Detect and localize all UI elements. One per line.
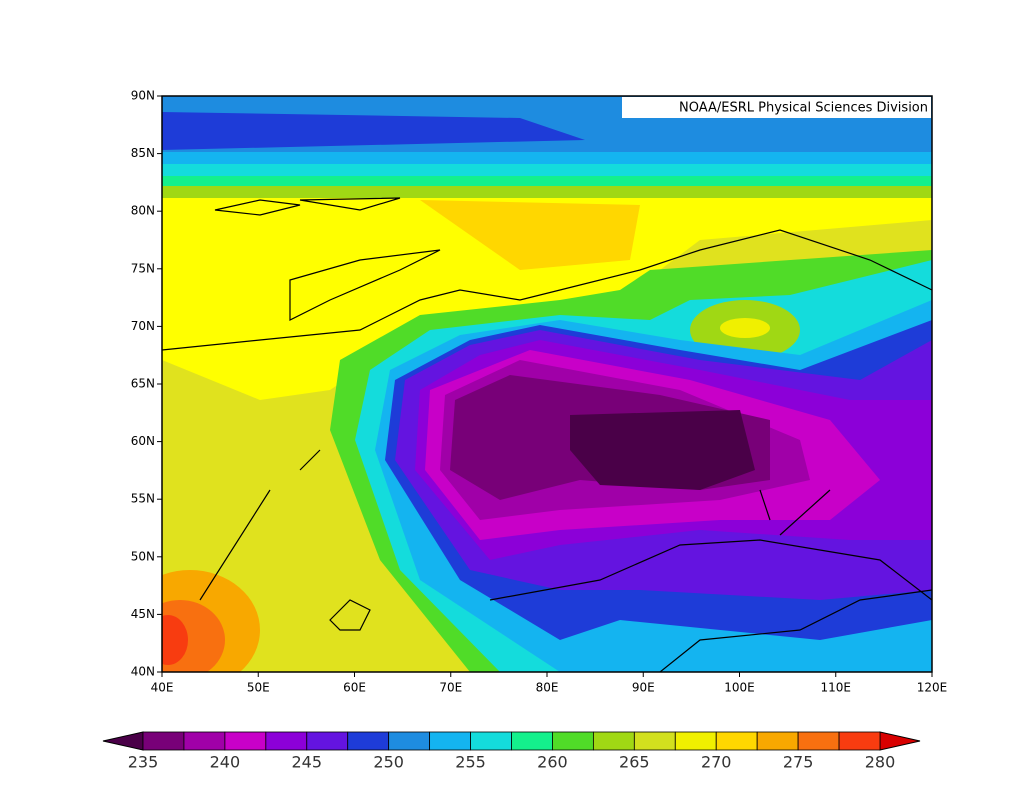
colorbar-label: 265: [619, 753, 650, 772]
colorbar-label: 240: [210, 753, 241, 772]
lon-tick-label: 110E: [821, 681, 852, 695]
contour-field: [162, 96, 932, 672]
colorbar-segment: [470, 731, 512, 751]
lon-tick-label: 100E: [724, 681, 755, 695]
lat-tick-label: 70N: [131, 319, 155, 333]
colorbar-segment: [306, 731, 349, 751]
colorbar-label: 270: [701, 753, 732, 772]
colorbar-over: [879, 731, 921, 751]
lon-tick-label: 70E: [439, 681, 462, 695]
coastline: [162, 197, 932, 672]
colorbar-label: 250: [373, 753, 404, 772]
colorbar-segment: [224, 731, 267, 751]
lon-tick-label: 120E: [917, 681, 948, 695]
colorbar-segment: [756, 731, 799, 751]
colorbar-segment: [715, 731, 758, 751]
colorbar: 235 240 245 250 255 260 265 270 275 280: [102, 731, 921, 772]
colorbar-segment: [674, 731, 717, 751]
lon-tick-label: 50E: [247, 681, 270, 695]
lat-tick-label: 60N: [131, 434, 155, 448]
colorbar-segment: [592, 731, 635, 751]
colorbar-segment: [388, 731, 431, 751]
lat-tick-label: 80N: [131, 204, 155, 218]
colorbar-under: [102, 731, 144, 751]
lon-tick-label: 60E: [343, 681, 366, 695]
colorbar-segment: [265, 731, 308, 751]
credit: NOAA/ESRL Physical Sciences Division: [679, 101, 928, 116]
colorbar-label: 255: [455, 753, 486, 772]
lat-tick-label: 50N: [131, 549, 155, 563]
colorbar-segment: [347, 731, 390, 751]
lat-tick-label: 90N: [131, 89, 155, 103]
colorbar-label: 280: [865, 753, 896, 772]
lat-tick-label: 65N: [131, 377, 155, 391]
lat-tick-label: 85N: [131, 146, 155, 160]
colorbar-segment: [633, 731, 676, 751]
lat-tick-label: 55N: [131, 492, 155, 506]
lon-tick-label: 80E: [536, 681, 559, 695]
colorbar-segment: [429, 731, 471, 751]
colorbar-label: 245: [292, 753, 323, 772]
axes: 90N 85N 80N 75N 70N 65N 60N 55N 50N 45N 40N 40E 50E 6…: [131, 89, 948, 695]
colorbar-segment: [552, 731, 594, 751]
lon-tick-label: 40E: [151, 681, 174, 695]
credit-box: [622, 97, 931, 118]
lat-tick-label: 75N: [131, 261, 155, 275]
colorbar-segment: [511, 731, 553, 751]
lat-tick-label: 40N: [131, 665, 155, 679]
colorbar-label: 235: [128, 753, 159, 772]
colorbar-label: 260: [537, 753, 568, 772]
colorbar-segment: [183, 731, 226, 751]
colorbar-segment: [797, 731, 840, 751]
colorbar-segment: [142, 731, 185, 751]
colorbar-label: 275: [783, 753, 814, 772]
colorbar-segment: [838, 731, 881, 751]
lat-tick-label: 45N: [131, 607, 155, 621]
lon-tick-label: 90E: [632, 681, 655, 695]
